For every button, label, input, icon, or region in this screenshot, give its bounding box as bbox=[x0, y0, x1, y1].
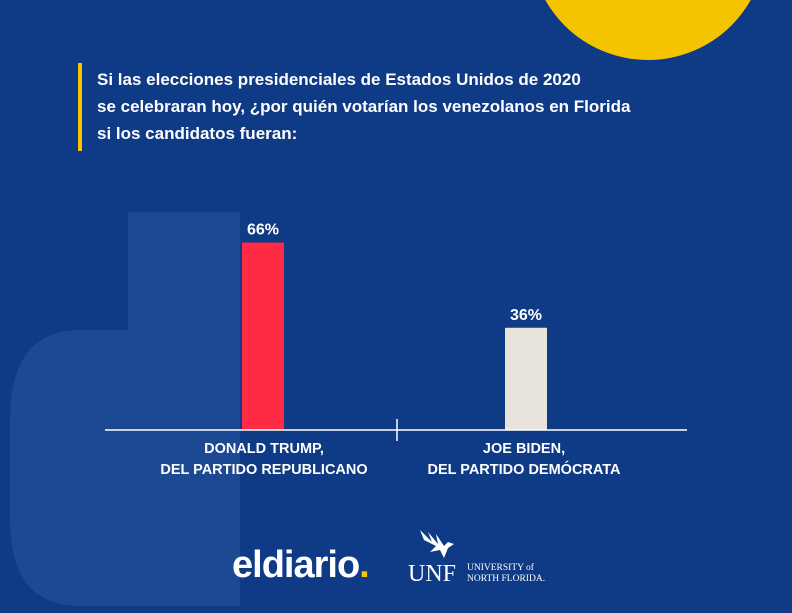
bars-layer: 66% 36% bbox=[242, 222, 547, 430]
category-label-line: JOE BIDEN, bbox=[482, 441, 566, 457]
data-label: 66% bbox=[247, 222, 279, 239]
eldiario-d-watermark-icon bbox=[10, 212, 240, 606]
chart-title: Si las elecciones presidenciales de Esta… bbox=[97, 66, 737, 147]
category-label-line: DONALD TRUMP, bbox=[204, 441, 324, 457]
brand-name: eldiario bbox=[232, 544, 360, 586]
category-label-trump: DONALD TRUMP, DEL PARTIDO REPUBLICANO bbox=[114, 439, 414, 481]
university-name-line: NORTH FLORIDA. bbox=[467, 574, 546, 584]
unf-abbreviation: UNF bbox=[408, 561, 457, 587]
chart-title-line: si los candidatos fueran: bbox=[97, 124, 298, 143]
chart-title-line: Si las elecciones presidenciales de Esta… bbox=[97, 70, 581, 89]
brand-dot: . bbox=[359, 544, 370, 586]
category-label-biden: JOE BIDEN, DEL PARTIDO DEMÓCRATA bbox=[374, 439, 674, 481]
university-name-line: UNIVERSITY of bbox=[467, 563, 534, 573]
title-accent-bar bbox=[78, 63, 82, 151]
unf-logo: UNF UNIVERSITY of NORTH FLORIDA. bbox=[408, 526, 568, 588]
yellow-circle-decoration bbox=[545, 0, 751, 60]
category-label-line: DEL PARTIDO REPUBLICANO bbox=[160, 462, 368, 478]
eldiario-logo: eldiario. bbox=[232, 544, 370, 586]
data-label: 36% bbox=[510, 307, 542, 324]
category-label-line: DEL PARTIDO DEMÓCRATA bbox=[427, 462, 621, 478]
osprey-logo-icon bbox=[420, 530, 454, 558]
bar-biden bbox=[505, 327, 547, 430]
bar-trump bbox=[242, 242, 284, 430]
university-name: UNIVERSITY of NORTH FLORIDA. bbox=[467, 563, 545, 585]
chart-title-line: se celebraran hoy, ¿por quién votarían l… bbox=[97, 97, 631, 116]
